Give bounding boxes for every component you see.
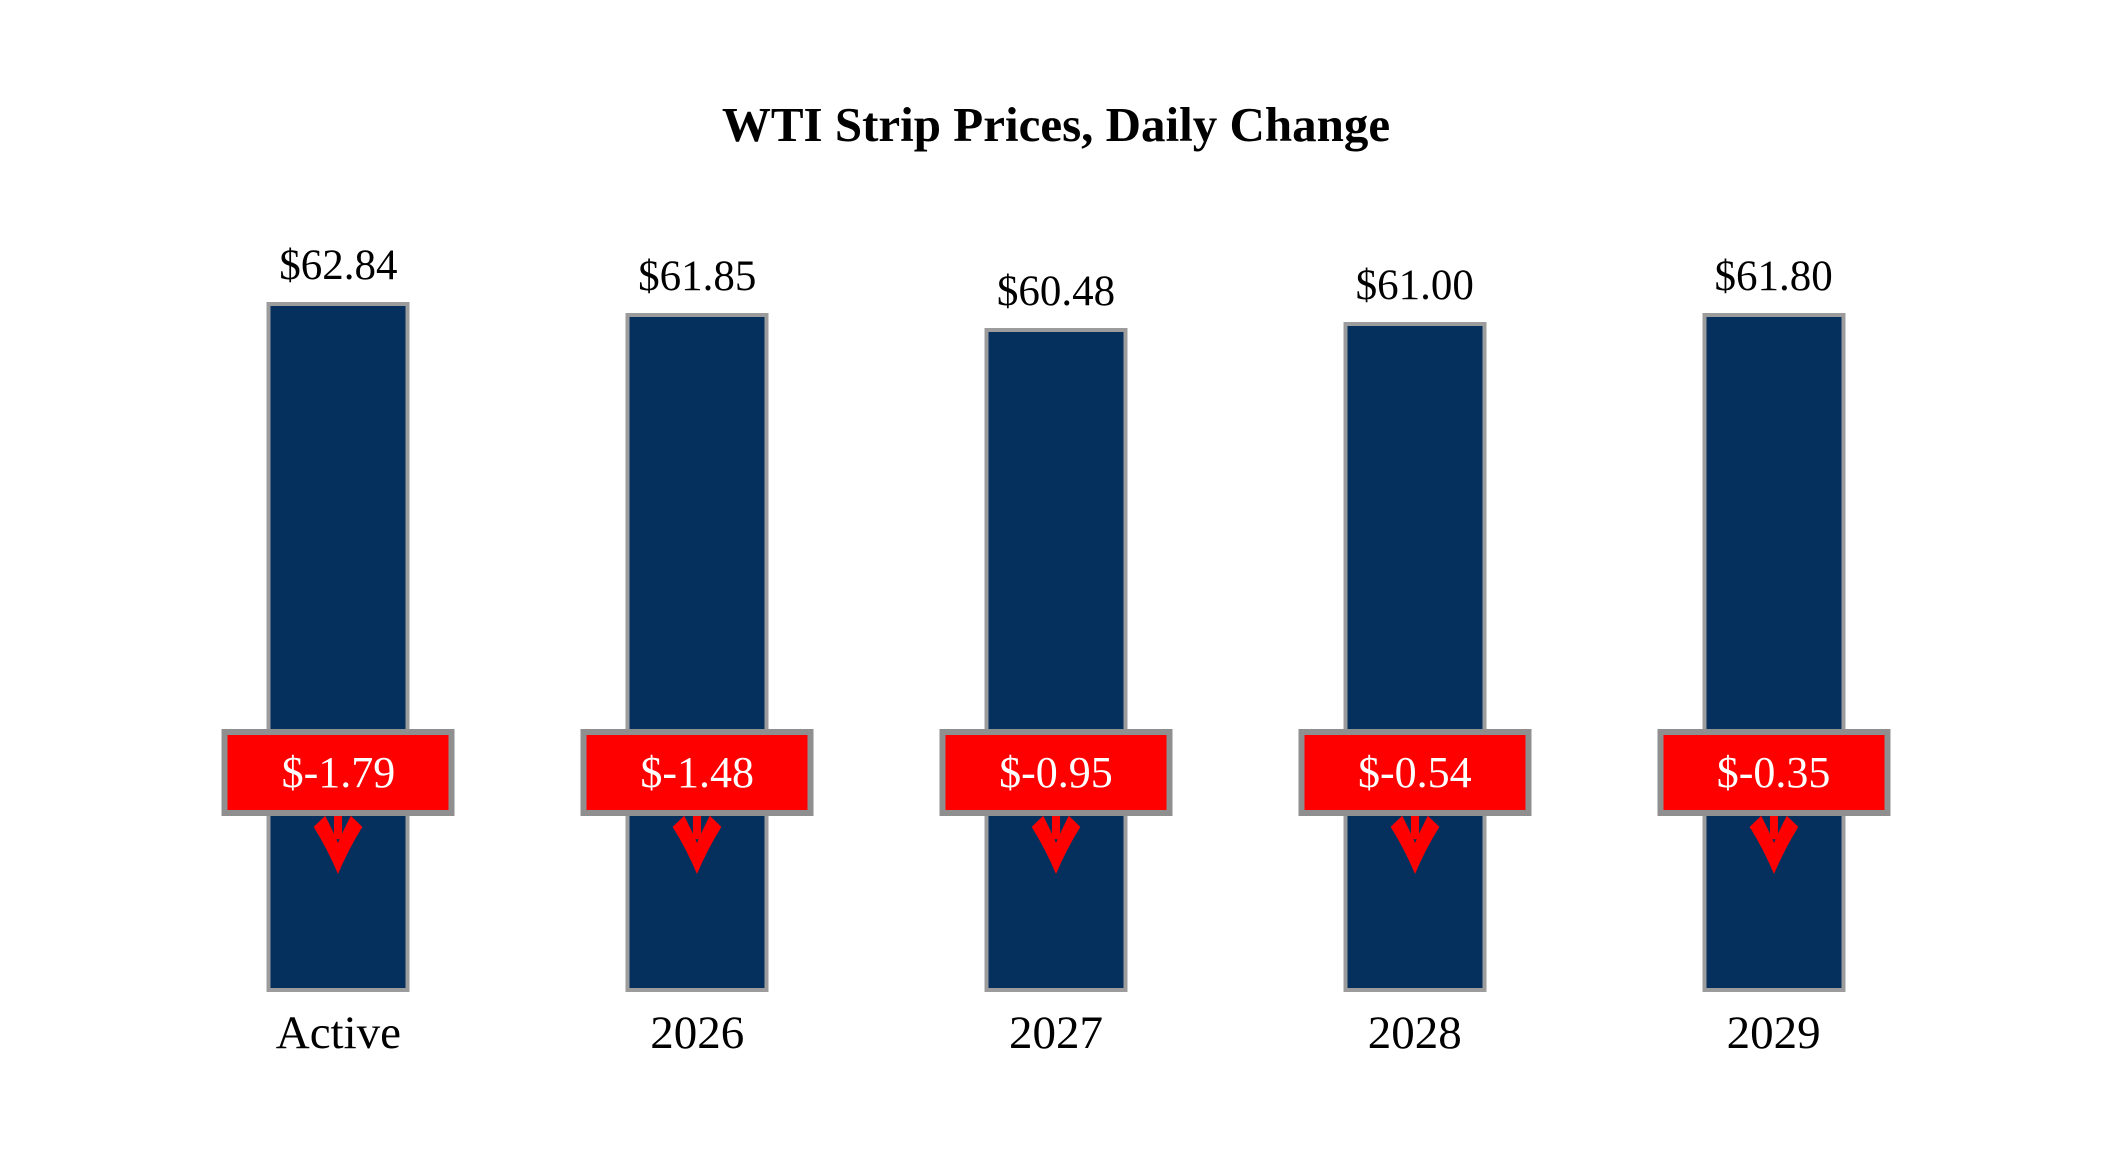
down-arrow-icon <box>672 812 722 874</box>
price-bar <box>625 313 769 992</box>
category-label: Active <box>275 1007 402 1059</box>
category-label: 2029 <box>1726 1007 1821 1059</box>
price-label: $60.48 <box>996 268 1116 315</box>
bar-group-active: $62.84 $-1.79 Active <box>159 0 518 1152</box>
down-arrow-icon <box>1390 812 1440 874</box>
category-label: 2026 <box>650 1007 745 1059</box>
price-label: $62.84 <box>279 242 398 289</box>
price-label: $61.00 <box>1355 262 1474 309</box>
change-label: $-0.35 <box>1716 747 1831 797</box>
change-badge: $-0.35 <box>1657 729 1891 816</box>
plot-area: $62.84 $-1.79 Active $61.85 $-1.48 2026 <box>159 0 1953 1152</box>
bar-group-2029: $61.80 $-0.35 2029 <box>1594 0 1953 1152</box>
change-badge: $-1.79 <box>221 729 455 816</box>
price-bar <box>1702 313 1846 992</box>
category-label: 2028 <box>1367 1007 1462 1059</box>
change-label: $-1.79 <box>281 747 396 797</box>
price-label: $61.80 <box>1714 253 1833 300</box>
change-label: $-1.48 <box>640 747 755 797</box>
price-bar <box>266 302 410 992</box>
change-badge: $-0.95 <box>939 729 1173 816</box>
bar-group-2026: $61.85 $-1.48 2026 <box>518 0 877 1152</box>
chart-title: WTI Strip Prices, Daily Change <box>721 97 1391 152</box>
bar-group-2027: $60.48 $-0.95 2027 <box>877 0 1236 1152</box>
bar-group-2028: $61.00 $-0.54 2028 <box>1235 0 1594 1152</box>
down-arrow-icon <box>1749 812 1798 874</box>
change-label: $-0.54 <box>1357 747 1472 797</box>
price-bar <box>1343 322 1487 992</box>
change-badge: $-1.48 <box>580 729 814 816</box>
down-arrow-icon <box>314 812 363 874</box>
price-label: $61.85 <box>638 253 757 300</box>
change-label: $-0.95 <box>999 747 1113 797</box>
price-bar <box>984 328 1128 992</box>
change-badge: $-0.54 <box>1298 729 1532 816</box>
down-arrow-icon <box>1031 812 1081 874</box>
category-label: 2027 <box>1008 1007 1103 1059</box>
